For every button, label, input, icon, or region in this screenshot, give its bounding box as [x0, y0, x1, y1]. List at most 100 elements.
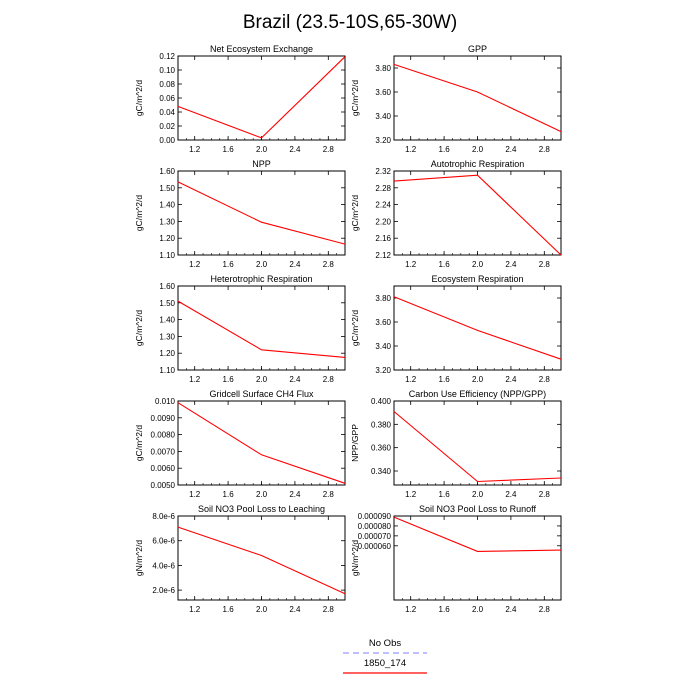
legend-label-1850-174: 1850_174	[364, 658, 406, 669]
y-tick-label: 3.40	[375, 112, 391, 121]
y-axis-label: gC/m^2/d	[350, 195, 360, 231]
x-tick-label: 2.0	[256, 490, 268, 499]
panel-title: Carbon Use Efficiency (NPP/GPP)	[409, 389, 546, 399]
x-tick-label: 1.6	[439, 375, 451, 384]
y-tick-label: 1.30	[159, 332, 175, 341]
plot-frame	[393, 400, 562, 486]
y-tick-label: 3.40	[375, 342, 391, 351]
x-tick-label: 1.2	[189, 260, 201, 269]
panel-net-ecosystem-exchange: Net Ecosystem Exchange 1.2 1.6 2.0 2.4 2.8 0.0…	[134, 44, 346, 154]
y-tick-label: 1.60	[159, 167, 175, 176]
x-tick-label: 2.4	[505, 375, 517, 384]
legend-label-no-obs: No Obs	[369, 638, 401, 649]
y-tick-label: 2.0e-6	[152, 586, 175, 595]
panel-title: NPP	[252, 159, 271, 169]
x-tick-label: 2.4	[289, 375, 301, 384]
y-tick-label: 2.28	[375, 184, 391, 193]
panel-npp: NPP 1.2 1.6 2.0 2.4 2.8 1.10 1.20 1.30 1.40 1.50 1.…	[134, 159, 346, 269]
y-tick-label: 0.04	[159, 108, 175, 117]
y-tick-label: 8.0e-6	[152, 512, 175, 521]
y-tick-label: 0.380	[371, 420, 392, 429]
y-tick-label: 3.80	[375, 294, 391, 303]
panels: Net Ecosystem Exchange 1.2 1.6 2.0 2.4 2.8 0.0…	[134, 44, 562, 614]
y-tick-label: 3.20	[375, 366, 391, 375]
y-tick-label: 1.40	[159, 201, 175, 210]
y-tick-label: 1.50	[159, 184, 175, 193]
x-tick-label: 1.6	[223, 490, 235, 499]
panel-title: Ecosystem Respiration	[431, 274, 523, 284]
plot-frame	[393, 170, 562, 256]
y-tick-label: 3.20	[375, 136, 391, 145]
plot-frame	[177, 285, 346, 371]
legend: No Obs 1850_174	[343, 638, 427, 674]
x-tick-label: 2.8	[539, 260, 551, 269]
x-tick-label: 2.4	[505, 605, 517, 614]
x-tick-label: 2.8	[539, 605, 551, 614]
y-tick-label: 0.08	[159, 80, 175, 89]
y-tick-label: 0.12	[159, 52, 175, 61]
y-tick-label: 1.10	[159, 366, 175, 375]
series-line	[177, 300, 346, 358]
x-tick-label: 2.0	[256, 375, 268, 384]
x-tick-label: 2.0	[472, 145, 484, 154]
x-tick-label: 2.4	[505, 260, 517, 269]
y-tick-label: 3.80	[375, 64, 391, 73]
y-axis-label: gC/m^2/d	[350, 80, 360, 116]
y-tick-label: 0.340	[371, 467, 392, 476]
series-line	[393, 63, 562, 133]
x-tick-label: 2.4	[505, 490, 517, 499]
x-tick-label: 1.2	[405, 145, 417, 154]
series-line	[393, 296, 562, 360]
x-tick-label: 2.4	[289, 260, 301, 269]
y-tick-label: 2.16	[375, 234, 391, 243]
series-line	[177, 56, 346, 139]
y-tick-label: 0.000070	[358, 532, 392, 541]
y-tick-label: 0.00	[159, 136, 175, 145]
y-tick-label: 3.60	[375, 318, 391, 327]
x-tick-label: 2.8	[539, 375, 551, 384]
y-tick-label: 0.0090	[151, 414, 176, 423]
x-tick-label: 2.8	[323, 260, 335, 269]
x-tick-label: 1.2	[405, 375, 417, 384]
x-tick-label: 2.4	[289, 605, 301, 614]
x-tick-label: 1.6	[439, 145, 451, 154]
y-axis-label: gC/m^2/d	[350, 310, 360, 346]
y-tick-label: 1.40	[159, 316, 175, 325]
x-tick-label: 2.4	[289, 490, 301, 499]
y-tick-label: 1.10	[159, 251, 175, 260]
y-tick-label: 0.360	[371, 444, 392, 453]
plot-frame	[393, 55, 562, 141]
y-axis-label: gC/m^2/d	[134, 310, 144, 346]
y-tick-label: 2.32	[375, 167, 391, 176]
x-tick-label: 2.0	[472, 490, 484, 499]
panel-autotrophic-respiration: Autotrophic Respiration 1.2 1.6 2.0 2.4 2.8 2.…	[350, 159, 562, 269]
y-tick-label: 2.24	[375, 201, 391, 210]
panel-gpp: GPP 1.2 1.6 2.0 2.4 2.8 3.20 3.40 3.60 3.80 gC/m^2…	[350, 44, 562, 154]
x-tick-label: 2.4	[505, 145, 517, 154]
panel-soil-no3-pool-loss-to-runoff: Soil NO3 Pool Loss to Runoff 1.2 1.6 2.0 2.4…	[350, 504, 562, 614]
x-tick-label: 1.6	[439, 260, 451, 269]
y-tick-label: 0.0060	[151, 464, 176, 473]
y-tick-label: 0.0050	[151, 481, 176, 490]
x-tick-label: 1.6	[439, 490, 451, 499]
x-tick-label: 1.6	[223, 260, 235, 269]
panel-title: Heterotrophic Respiration	[210, 274, 312, 284]
plot-frame	[393, 515, 562, 601]
series-line	[177, 181, 346, 245]
x-tick-label: 2.0	[472, 260, 484, 269]
page-title: Brazil (23.5-10S,65-30W)	[243, 12, 457, 33]
x-tick-label: 1.6	[223, 145, 235, 154]
x-tick-label: 1.6	[223, 375, 235, 384]
y-tick-label: 0.0080	[151, 431, 176, 440]
y-axis-label: gN/m^2/d	[134, 540, 144, 576]
y-tick-label: 1.30	[159, 217, 175, 226]
panel-title: Net Ecosystem Exchange	[210, 44, 313, 54]
plot-frame	[177, 515, 346, 601]
panel-title: Soil NO3 Pool Loss to Runoff	[419, 504, 536, 514]
y-tick-label: 0.06	[159, 94, 175, 103]
x-tick-label: 1.2	[405, 605, 417, 614]
y-tick-label: 0.0070	[151, 447, 176, 456]
y-tick-label: 2.12	[375, 251, 391, 260]
panel-title: Autotrophic Respiration	[431, 159, 525, 169]
